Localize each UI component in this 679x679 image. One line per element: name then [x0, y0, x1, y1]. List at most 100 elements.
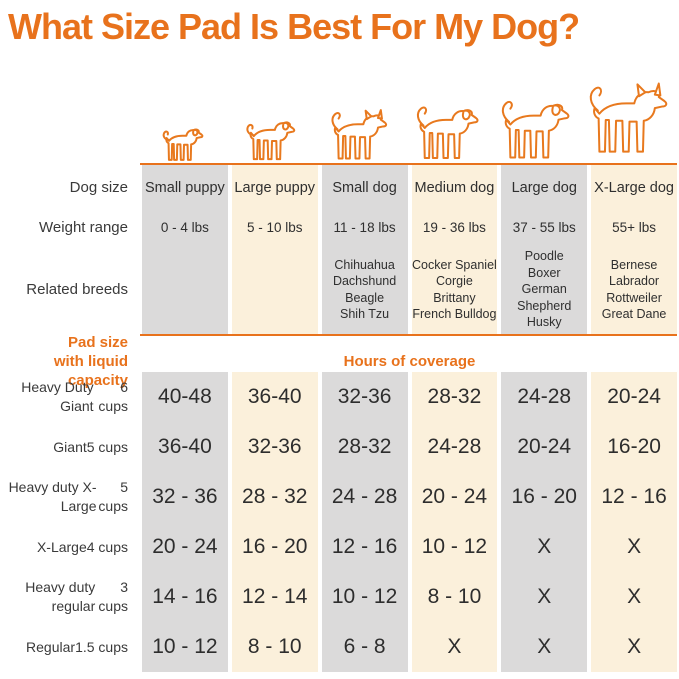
weight-cell: 5 - 10 lbs [231, 210, 318, 245]
hours-cell: 16 - 20 [501, 472, 588, 522]
large-dog-icon [495, 97, 578, 163]
dog-size-row: Dog size Small puppy Large puppy Small d… [2, 165, 677, 210]
hours-cell: X [591, 522, 677, 572]
pad-name: X-Large [36, 538, 87, 555]
hours-cell: 28 - 32 [231, 472, 318, 522]
hours-cell: 6 - 8 [321, 622, 408, 672]
dog-illustrations-row [2, 70, 677, 165]
hours-cell: 24-28 [411, 422, 498, 472]
pad-name: Giant [53, 438, 87, 455]
size-comparison-table: Dog size Small puppy Large puppy Small d… [2, 70, 677, 672]
column-header: Large dog [501, 165, 588, 210]
hours-cell: 20 - 24 [411, 472, 498, 522]
column-header: Small puppy [142, 165, 228, 210]
pad-name: Heavy duty regular [25, 579, 96, 614]
weight-cell: 37 - 55 lbs [501, 210, 588, 245]
pad-row: Giant 5 cups 36-40 32-36 28-32 24-28 20-… [2, 422, 677, 472]
hours-cell: 8 - 10 [411, 572, 498, 622]
hours-cell: 36-40 [231, 372, 318, 422]
hours-cell: 40-48 [142, 372, 228, 422]
pad-name: Heavy Duty Giant [21, 379, 94, 414]
hours-cell: 32 - 36 [142, 472, 228, 522]
pad-size-section-label: Pad size with liquid capacity [53, 334, 128, 389]
pad-capacity: 3 cups [98, 579, 128, 614]
hours-cell: 12 - 14 [231, 572, 318, 622]
hours-cell: 24-28 [501, 372, 588, 422]
pad-capacity: 5 cups [98, 479, 128, 514]
pad-row-label: Heavy duty regular 3 cups [2, 572, 138, 622]
hours-cell: 20-24 [501, 422, 588, 472]
top-divider-line [140, 163, 677, 165]
hours-cell: 12 - 16 [591, 472, 677, 522]
pad-row: Heavy duty regular 3 cups 14 - 16 12 - 1… [2, 572, 677, 622]
hours-cell: X [501, 522, 588, 572]
row-label-related-breeds: Related breeds [26, 280, 128, 298]
pad-row: Regular 1.5 cups 10 - 12 8 - 10 6 - 8 X … [2, 622, 677, 672]
row-label-dog-size: Dog size [69, 179, 128, 196]
breeds-cell: Cocker Spaniel Corgie Brittany French Bu… [411, 245, 498, 334]
weight-cell: 55+ lbs [591, 210, 677, 245]
hours-cell: 14 - 16 [142, 572, 228, 622]
breeds-cell: Chihuahua Dachshund Beagle Shih Tzu [321, 245, 408, 334]
pad-name: Heavy duty X-Large [8, 479, 97, 514]
pad-row-label: Heavy duty X-Large 5 cups [2, 472, 138, 522]
hours-cell: 8 - 10 [231, 622, 318, 672]
column-header: Large puppy [231, 165, 318, 210]
hours-cell: 36-40 [142, 422, 228, 472]
pad-capacity: 5 cups [86, 438, 128, 455]
column-header: Small dog [321, 165, 408, 210]
coverage-header-row: Pad size with liquid capacity Hours of c… [2, 334, 677, 389]
hours-cell: X [501, 572, 588, 622]
pad-row-label: Heavy Duty Giant 6 cups [2, 372, 138, 422]
hours-cell: X [591, 572, 677, 622]
breeds-cell [231, 245, 318, 334]
hours-cell: X [591, 622, 677, 672]
hours-cell: X [501, 622, 588, 672]
hours-cell: 24 - 28 [321, 472, 408, 522]
pad-row: Heavy duty X-Large 5 cups 32 - 36 28 - 3… [2, 472, 677, 522]
small-dog-icon [326, 109, 394, 163]
hours-cell: 28-32 [321, 422, 408, 472]
weight-cell: 19 - 36 lbs [411, 210, 498, 245]
hours-cell: 16 - 20 [231, 522, 318, 572]
hours-of-coverage-header: Hours of coverage [343, 352, 476, 370]
column-header: Medium dog [411, 165, 498, 210]
column-header: X-Large dog [591, 165, 677, 210]
hours-cell: 10 - 12 [411, 522, 498, 572]
weight-range-row: Weight range 0 - 4 lbs 5 - 10 lbs 11 - 1… [2, 210, 677, 245]
page-title: What Size Pad Is Best For My Dog? [8, 6, 580, 47]
large-puppy-dog-icon [243, 117, 301, 163]
breeds-cell: Bernese Labrador Rottweiler Great Dane [591, 245, 677, 334]
breeds-cell [142, 245, 228, 334]
pad-capacity: 1.5 cups [75, 638, 128, 655]
hours-cell: 32-36 [321, 372, 408, 422]
x-large-dog-icon [582, 77, 677, 163]
medium-dog-icon [411, 103, 486, 163]
pad-capacity: 4 cups [86, 538, 128, 555]
pad-row-label: X-Large 4 cups [2, 522, 138, 572]
pad-capacity: 6 cups [98, 379, 128, 414]
related-breeds-row: Related breeds Chihuahua Dachshund Beagl… [2, 245, 677, 334]
breeds-cell: Poodle Boxer German Shepherd Husky [501, 245, 588, 334]
pad-row-label: Regular 1.5 cups [2, 622, 138, 672]
pad-row: Heavy Duty Giant 6 cups 40-48 36-40 32-3… [2, 372, 677, 422]
weight-cell: 11 - 18 lbs [321, 210, 408, 245]
hours-cell: X [411, 622, 498, 672]
pad-name: Regular [26, 638, 76, 655]
row-label-weight-range: Weight range [39, 219, 128, 236]
weight-cell: 0 - 4 lbs [142, 210, 228, 245]
small-puppy-dog-icon [160, 125, 208, 163]
hours-cell: 20-24 [591, 372, 677, 422]
hours-cell: 10 - 12 [142, 622, 228, 672]
empty-corner [2, 70, 138, 165]
hours-cell: 28-32 [411, 372, 498, 422]
hours-cell: 10 - 12 [321, 572, 408, 622]
hours-cell: 32-36 [231, 422, 318, 472]
pad-row-label: Giant 5 cups [2, 422, 138, 472]
hours-cell: 16-20 [591, 422, 677, 472]
pad-row: X-Large 4 cups 20 - 24 16 - 20 12 - 16 1… [2, 522, 677, 572]
coverage-divider-line [140, 334, 677, 336]
hours-cell: 12 - 16 [321, 522, 408, 572]
hours-cell: 20 - 24 [142, 522, 228, 572]
